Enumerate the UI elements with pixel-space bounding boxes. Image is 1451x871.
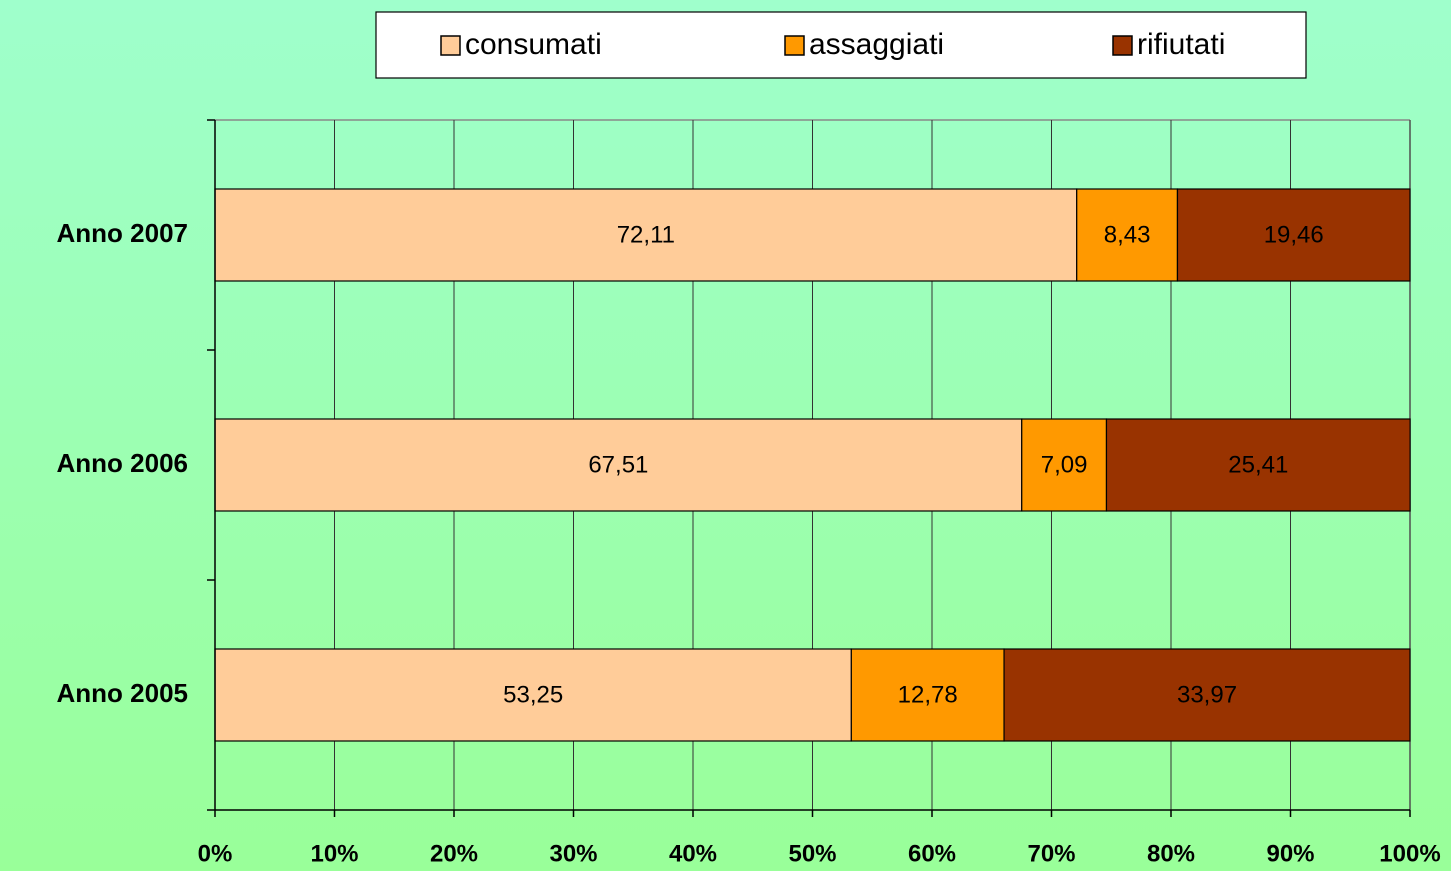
bar-segment — [1176, 188, 1411, 282]
legend-swatch — [784, 35, 805, 56]
legend-swatch — [440, 35, 461, 56]
data-label: 25,41 — [1228, 451, 1288, 478]
category-label: Anno 2005 — [57, 678, 189, 708]
x-tick-label: 80% — [1147, 840, 1195, 867]
legend-label: assaggiati — [809, 28, 944, 61]
x-tick-label: 50% — [788, 840, 836, 867]
legend-label: consumati — [465, 28, 602, 61]
data-label: 72,11 — [617, 221, 675, 248]
legend: consumati assaggiati rifiutati — [375, 11, 1307, 79]
category-label: Anno 2006 — [57, 448, 189, 478]
category-label: Anno 2007 — [57, 218, 189, 248]
data-label: 19,46 — [1264, 221, 1324, 248]
bar-segment — [1003, 648, 1411, 742]
legend-box — [375, 11, 1307, 79]
x-tick-label: 0% — [198, 840, 233, 867]
data-label: 8,43 — [1104, 221, 1151, 248]
data-label: 12,78 — [898, 681, 958, 708]
x-tick-label: 60% — [908, 840, 956, 867]
x-tick-label: 10% — [310, 840, 358, 867]
x-tick-label: 30% — [549, 840, 597, 867]
bar-segment — [1105, 418, 1411, 512]
x-tick-label: 100% — [1379, 840, 1440, 867]
x-tick-label: 70% — [1027, 840, 1075, 867]
x-tick-label: 90% — [1266, 840, 1314, 867]
data-label: 67,51 — [588, 451, 648, 478]
data-label: 53,25 — [503, 681, 563, 708]
legend-label: rifiutati — [1137, 28, 1225, 61]
data-label: 7,09 — [1041, 451, 1088, 478]
x-tick-label: 20% — [430, 840, 478, 867]
x-tick-label: 40% — [669, 840, 717, 867]
legend-swatch — [1112, 35, 1133, 56]
bar-segment — [214, 418, 1023, 512]
bar-segment — [1076, 188, 1179, 282]
data-label: 33,97 — [1177, 681, 1237, 708]
bar-segment — [1021, 418, 1108, 512]
bar-segment — [214, 648, 852, 742]
